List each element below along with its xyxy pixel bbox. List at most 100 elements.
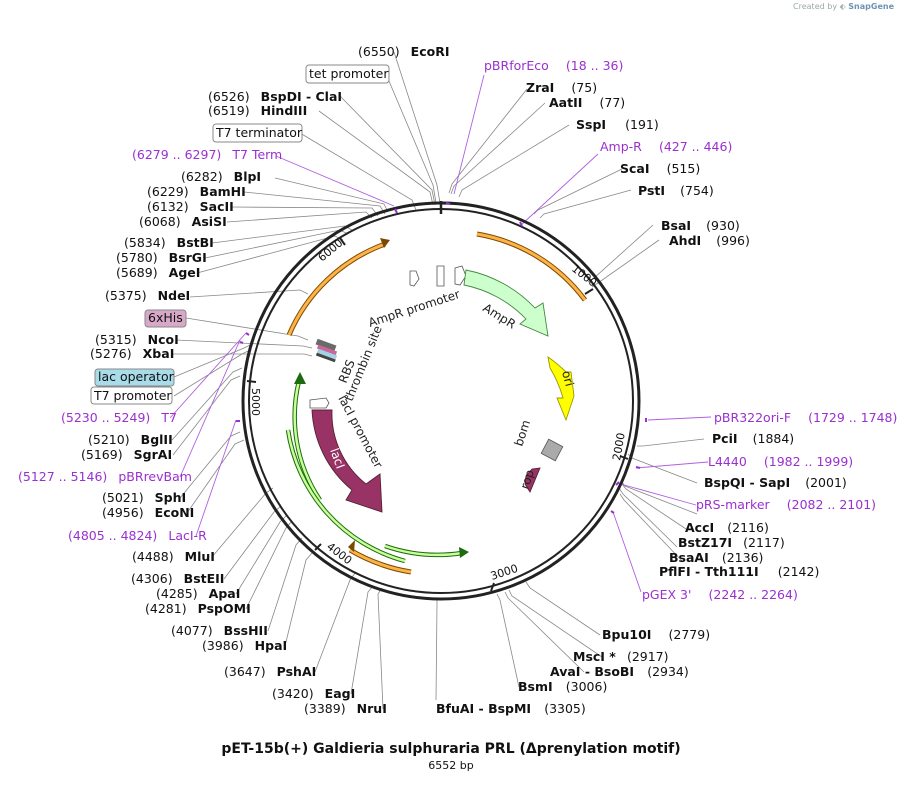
site-pos-eagi: (3420): [272, 686, 314, 701]
site-pos-mlui: (4488): [132, 549, 174, 564]
laci-promoter-arrow: [309, 397, 330, 409]
feature-cluster: [315, 338, 338, 363]
site-label-scai: ScaI (515): [620, 158, 700, 177]
primer-name-pbr322ori-f: pBR322ori-F: [714, 410, 791, 425]
orf-arcs: [286, 231, 588, 575]
leader-lines: [171, 51, 705, 710]
site-name-msci: MscI *: [573, 649, 616, 664]
site-label-ndei: (5375) NdeI: [105, 285, 190, 304]
site-label-bglii: (5210) BglII: [88, 429, 173, 448]
t7-terminator-box: [212, 123, 303, 143]
site-name-bsaai: BsaAI: [669, 550, 709, 565]
primer-label-pbrrevbam: (5127 .. 5146) pBRrevBam: [18, 466, 192, 485]
primer-name-pbrrevbam: pBRrevBam: [118, 469, 192, 484]
site-label-xbai: (5276) XbaI: [90, 343, 174, 362]
site-label-sacii: (6132) SacII: [147, 196, 234, 215]
site-pos-sspi: (191): [625, 117, 659, 132]
site-name-avai: AvaI - BsoBI: [550, 664, 634, 679]
site-pos-pspomi: (4281): [145, 601, 187, 616]
orf-arrowheads: [348, 238, 390, 552]
ori-arrow: [547, 356, 575, 422]
primer-label-amp-r: Amp-R (427 .. 446): [600, 136, 732, 155]
site-pos-bspdi: (6526): [208, 89, 250, 104]
site-pos-pcii: (1884): [753, 431, 795, 446]
tick-label-3000: 3000: [489, 562, 520, 583]
site-name-apai: ApaI: [209, 586, 241, 601]
site-label-nrui: (3389) NruI: [304, 698, 387, 717]
site-label-blpi: (6282) BlpI: [181, 166, 261, 185]
snapgene-credit: Created by ⬖ SnapGene: [793, 2, 894, 11]
feature-label-bom: bom: [512, 418, 534, 448]
primer-pos-pbr322ori-f: (1729 .. 1748): [808, 410, 897, 425]
ampr-arrow: [463, 269, 549, 337]
site-label-eagi: (3420) EagI: [272, 683, 355, 702]
site-pos-hpai: (3986): [202, 638, 244, 653]
site-pos-blpi: (6282): [181, 169, 223, 184]
site-label-lac-operator: lac operator: [98, 369, 175, 384]
primer-name-amp-r: Amp-R: [600, 139, 642, 154]
site-pos-bsshii: (4077): [171, 623, 213, 638]
site-label-bsshii: (4077) BssHII: [171, 620, 268, 639]
rop-arrow: [524, 467, 541, 493]
site-name-asisi: AsiSI: [192, 214, 227, 229]
t7-promoter-box: [90, 386, 173, 405]
primer-name-laci-r: LacI-R: [168, 528, 207, 543]
site-pos-bpu10i: (2779): [669, 627, 711, 642]
site-pos-econi: (4956): [102, 505, 144, 520]
site-name-psti: PstI: [638, 183, 665, 198]
primer-label-pbrforeco: pBRforEco (18 .. 36): [484, 55, 623, 74]
site-label-ncoi: (5315) NcoI: [95, 329, 179, 348]
site-name-ndei: NdeI: [158, 288, 191, 303]
ampr-promoter-arrow: [409, 265, 467, 287]
site-pos-acci: (2116): [727, 520, 769, 535]
site-name-econi: EcoNI: [155, 505, 195, 520]
primer-label-laci-r: (4805 .. 4824) LacI-R: [68, 525, 207, 544]
site-name-ecori: EcoRI: [411, 44, 450, 59]
feature-label-laci: lacI: [327, 446, 347, 470]
primer-name-t7-term: T7 Term: [231, 147, 282, 162]
site-label-bsaai: BsaAI (2136): [669, 547, 763, 566]
site-name-sacii: SacII: [200, 199, 234, 214]
primer-name-prs-marker: pRS-marker: [696, 497, 771, 512]
site-name-acci: AccI: [685, 520, 714, 535]
site-label-pflfi: PflFI - Tth111I (2142): [659, 561, 819, 580]
site-label-mlui: (4488) MluI: [132, 546, 215, 565]
site-name-bsteii: BstEII: [184, 571, 225, 586]
site-pos-aatii: (77): [599, 95, 625, 110]
primer-label-t7: (5230 .. 5249) T7: [61, 407, 177, 426]
site-name-zrai: ZraI: [526, 80, 554, 95]
site-pos-ecori: (6550): [358, 44, 400, 59]
site-pos-sphi: (5021): [102, 490, 144, 505]
site-name-ncoi: NcoI: [148, 332, 179, 347]
lac-operator-box: [94, 368, 175, 387]
primer-pos-l4440: (1982 .. 1999): [764, 454, 853, 469]
site-pos-pflfi: (2142): [778, 564, 820, 579]
site-pos-pshai: (3647): [224, 664, 266, 679]
primer-name-t7: T7: [160, 410, 177, 425]
site-name-bfuai: BfuAI - BspMI: [436, 701, 531, 716]
site-label-bpu10i: Bpu10I (2779): [602, 624, 710, 643]
site-pos-sacii: (6132): [147, 199, 189, 214]
site-name-bamhi: BamHI: [200, 184, 246, 199]
site-name-sgrai: SgrAI: [134, 447, 172, 462]
site-name-hindiii: HindIII: [261, 103, 308, 118]
site-name-nrui: NruI: [357, 701, 387, 716]
site-name-pspomi: PspOMI: [198, 601, 251, 616]
credit-prefix: Created by: [793, 2, 838, 11]
site-label-bstz17i: BstZ17I (2117): [678, 532, 785, 551]
site-pos-ncoi: (5315): [95, 332, 137, 347]
site-label-bfuai: BfuAI - BspMI (3305): [436, 698, 586, 717]
site-label-psti: PstI (754): [638, 180, 714, 199]
site-name-agei: AgeI: [169, 265, 201, 280]
site-pos-avai: (2934): [647, 664, 689, 679]
site-name-bstbi: BstBI: [177, 235, 214, 250]
tet-promoter-box: [305, 64, 390, 84]
site-label-bspdi-clai: (6526) BspDI - ClaI: [208, 86, 342, 105]
site-label-bstbi: (5834) BstBI: [124, 232, 214, 251]
site-label-apai: (4285) ApaI: [156, 583, 240, 602]
site-label-msci: MscI * (2917): [573, 646, 669, 665]
feature-label-ori: ori: [559, 369, 577, 388]
site-pos-agei: (5689): [116, 265, 158, 280]
site-label-bsteii: (4306) BstEII: [131, 568, 224, 587]
